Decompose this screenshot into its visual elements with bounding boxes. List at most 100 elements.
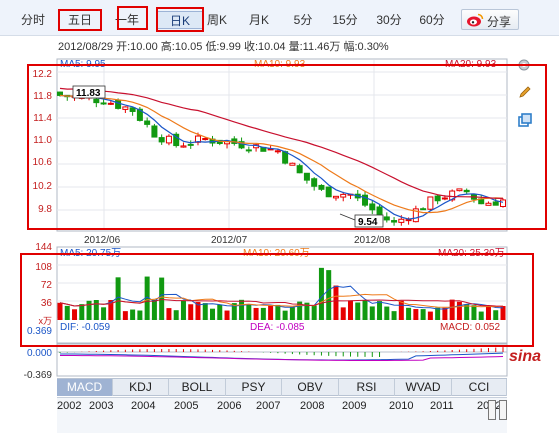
tab-5min[interactable]: 5分 <box>293 13 313 27</box>
tab-rsi[interactable]: RSI <box>339 379 395 396</box>
candle-body <box>427 196 434 210</box>
tab-cci[interactable]: CCI <box>452 379 507 396</box>
volume-bar <box>297 301 303 320</box>
vol-ma20-label: MA20: 25.30万 <box>438 248 505 259</box>
candle-body <box>93 98 100 104</box>
volume-bar <box>384 306 390 320</box>
settings-gear-icon[interactable] <box>517 58 531 72</box>
tab-five-day[interactable]: 五日 <box>67 13 92 27</box>
tab-macd[interactable]: MACD <box>57 379 113 396</box>
tab-60min[interactable]: 60分 <box>419 13 445 27</box>
share-button[interactable]: 分享 <box>461 9 519 30</box>
volume-bar <box>369 306 375 320</box>
volume-bar <box>268 305 274 320</box>
indicator-tab-bar: MACD KDJ BOLL PSY OBV RSI WVAD CCI <box>57 378 507 396</box>
volume-bar <box>93 300 99 320</box>
volume-ma5-line <box>59 285 504 310</box>
volume-y-axis: 144 108 72 36 x万 <box>35 242 52 326</box>
volume-bar <box>101 307 107 320</box>
volume-bar <box>239 299 245 320</box>
tab-15min[interactable]: 15分 <box>332 13 358 27</box>
year-label: 2010 <box>389 400 414 412</box>
price-tick: 11.8 <box>33 91 52 102</box>
history-year-strip[interactable]: 2002 2003 2004 2005 2006 2007 2008 2009 … <box>57 397 507 433</box>
price-tick: 9.8 <box>38 204 52 215</box>
volume-bar <box>391 311 397 320</box>
year-label: 2009 <box>342 400 367 412</box>
dea-label: DEA: -0.085 <box>250 322 305 333</box>
candle-body <box>405 219 412 222</box>
price-tick: 10.6 <box>33 157 53 168</box>
volume-bar <box>115 277 121 320</box>
popout-window-icon[interactable] <box>518 113 532 127</box>
tab-boll[interactable]: BOLL <box>169 379 226 396</box>
volume-bar <box>427 311 433 320</box>
volume-bar <box>318 267 324 320</box>
volume-bar <box>246 304 252 320</box>
tab-one-year[interactable]: 一年 <box>114 13 139 27</box>
high-marker: 11.83 <box>72 85 106 99</box>
volume-bar <box>478 311 484 320</box>
candle-body <box>129 107 136 112</box>
candle-body <box>173 133 180 147</box>
tab-30min[interactable]: 30分 <box>376 13 402 27</box>
tab-fenshi[interactable]: 分时 <box>20 13 45 27</box>
volume-bar <box>180 300 186 320</box>
volume-bars <box>57 267 506 320</box>
tab-kdj[interactable]: KDJ <box>113 379 169 396</box>
price-tick: 11.4 <box>33 113 52 124</box>
tab-weekly-k[interactable]: 周K <box>206 13 227 27</box>
vol-ma5-label: MA5: 20.75万 <box>60 248 121 259</box>
volume-bar <box>260 307 266 320</box>
volume-tick: 36 <box>41 298 53 309</box>
ma10-label: MA10: 9.93 <box>254 59 306 70</box>
dea-line <box>60 355 504 361</box>
volume-bar <box>326 270 332 320</box>
volume-bar <box>289 307 295 320</box>
volume-bar <box>449 299 455 320</box>
year-label: 2004 <box>131 400 156 412</box>
volume-bar <box>159 277 165 320</box>
ma5-line <box>59 94 504 220</box>
range-handle-left[interactable] <box>488 400 496 420</box>
volume-bar <box>471 305 477 320</box>
candle-body <box>151 125 158 138</box>
volume-bar <box>79 304 85 320</box>
candle-body <box>165 135 172 144</box>
volume-ma20-line <box>59 298 504 307</box>
volume-bar <box>144 276 150 320</box>
year-label: 2011 <box>430 400 454 412</box>
year-label: 2005 <box>174 400 199 412</box>
candle-body <box>245 149 252 152</box>
quote-info-line: 2012/08/29 开:10.00 高:10.05 低:9.99 收:10.0… <box>58 38 389 54</box>
volume-bar <box>355 302 361 320</box>
volume-bar <box>151 299 157 320</box>
candle-body <box>115 99 122 109</box>
weibo-icon <box>467 13 484 27</box>
candle-body <box>311 178 318 187</box>
candle-body <box>296 165 303 174</box>
volume-bar <box>253 307 259 320</box>
volume-bar <box>304 302 310 320</box>
candle-body <box>492 201 499 206</box>
candle-body <box>441 197 448 200</box>
volume-bar <box>347 300 353 320</box>
moving-average-lines <box>59 87 504 220</box>
candle-body <box>500 199 506 208</box>
volume-bar <box>406 307 412 320</box>
candle-body <box>456 188 463 192</box>
volume-bar <box>311 305 317 320</box>
tab-psy[interactable]: PSY <box>226 379 282 396</box>
macd-y-axis: 0.369 0.000 -0.369 <box>24 326 53 381</box>
tab-monthly-k[interactable]: 月K <box>248 13 269 27</box>
tab-wvad[interactable]: WVAD <box>395 379 452 396</box>
candle-body <box>362 194 369 206</box>
volume-bar <box>398 300 404 320</box>
tab-obv[interactable]: OBV <box>282 379 339 396</box>
volume-bar <box>442 307 448 320</box>
volume-bar <box>456 301 462 320</box>
pencil-draw-icon[interactable] <box>518 85 532 99</box>
candle-body <box>325 186 332 198</box>
range-handle-right[interactable] <box>499 400 507 420</box>
